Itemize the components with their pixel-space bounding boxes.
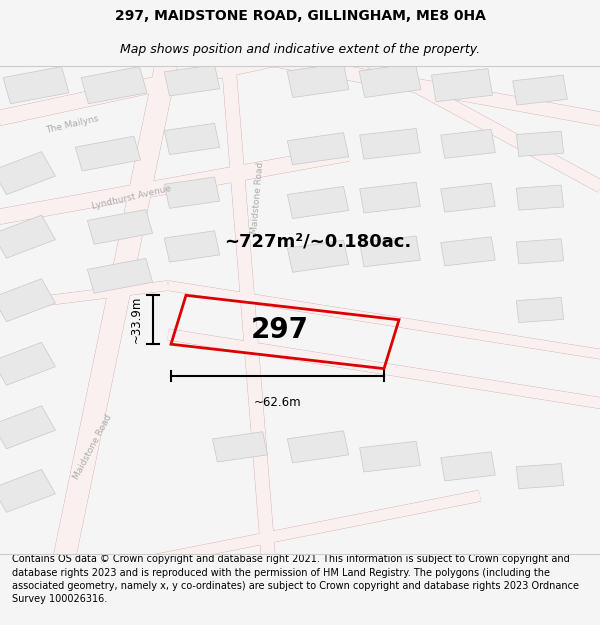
Polygon shape bbox=[0, 469, 55, 512]
Polygon shape bbox=[359, 129, 421, 159]
Polygon shape bbox=[76, 136, 140, 171]
Polygon shape bbox=[212, 432, 268, 462]
Polygon shape bbox=[164, 231, 220, 262]
Polygon shape bbox=[0, 279, 55, 322]
Polygon shape bbox=[0, 342, 55, 385]
Polygon shape bbox=[287, 240, 349, 272]
Text: 297, MAIDSTONE ROAD, GILLINGHAM, ME8 0HA: 297, MAIDSTONE ROAD, GILLINGHAM, ME8 0HA bbox=[115, 9, 485, 23]
Polygon shape bbox=[517, 464, 563, 489]
Polygon shape bbox=[0, 215, 55, 258]
Polygon shape bbox=[0, 152, 55, 194]
Polygon shape bbox=[517, 239, 563, 264]
Text: Maidstone Road: Maidstone Road bbox=[72, 413, 114, 481]
Polygon shape bbox=[359, 441, 421, 472]
Polygon shape bbox=[3, 67, 69, 104]
Polygon shape bbox=[359, 63, 421, 98]
Polygon shape bbox=[287, 63, 349, 98]
Polygon shape bbox=[359, 182, 421, 213]
Polygon shape bbox=[517, 185, 563, 210]
Polygon shape bbox=[431, 69, 493, 102]
Text: Map shows position and indicative extent of the property.: Map shows position and indicative extent… bbox=[120, 42, 480, 56]
Text: Maidstone Road: Maidstone Road bbox=[250, 161, 266, 234]
Polygon shape bbox=[441, 452, 495, 481]
Text: 297: 297 bbox=[251, 316, 309, 344]
Polygon shape bbox=[164, 123, 220, 154]
Text: Lyndhurst Avenue: Lyndhurst Avenue bbox=[91, 184, 173, 211]
Polygon shape bbox=[441, 237, 495, 266]
Text: The Mailyns: The Mailyns bbox=[45, 114, 99, 135]
Polygon shape bbox=[287, 186, 349, 219]
Polygon shape bbox=[88, 209, 152, 244]
Polygon shape bbox=[287, 431, 349, 463]
Polygon shape bbox=[0, 406, 55, 449]
Text: ~33.9m: ~33.9m bbox=[130, 296, 143, 344]
Polygon shape bbox=[517, 298, 563, 322]
Text: ~62.6m: ~62.6m bbox=[254, 396, 301, 409]
Text: Contains OS data © Crown copyright and database right 2021. This information is : Contains OS data © Crown copyright and d… bbox=[12, 554, 579, 604]
Polygon shape bbox=[441, 183, 495, 212]
Polygon shape bbox=[88, 258, 152, 293]
Polygon shape bbox=[441, 129, 495, 158]
Polygon shape bbox=[164, 177, 220, 208]
Polygon shape bbox=[512, 75, 568, 105]
Polygon shape bbox=[287, 132, 349, 165]
Polygon shape bbox=[81, 67, 147, 104]
Polygon shape bbox=[517, 131, 563, 156]
Polygon shape bbox=[359, 236, 421, 267]
Text: ~727m²/~0.180ac.: ~727m²/~0.180ac. bbox=[224, 232, 412, 251]
Polygon shape bbox=[164, 64, 220, 96]
